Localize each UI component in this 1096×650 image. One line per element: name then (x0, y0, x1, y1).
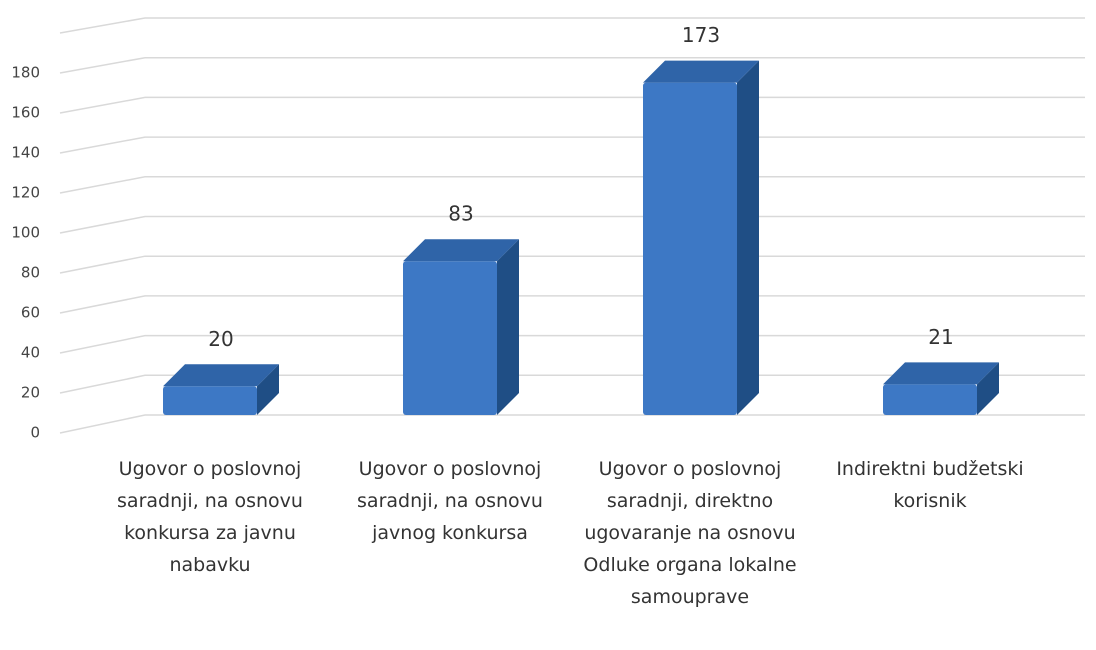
value-label: 20 (208, 327, 233, 351)
bar-top (643, 60, 759, 83)
bar-top (163, 364, 279, 387)
bar-front (883, 384, 977, 415)
y-tick-label: 40 (21, 344, 40, 362)
grid-line (59, 17, 1085, 34)
grid-line (59, 295, 1085, 314)
bar-front (163, 386, 257, 415)
bar (403, 239, 519, 415)
grid-line (59, 215, 1085, 234)
x-tick-label: Ugovor o poslovnoj saradnji, na osnovu j… (357, 458, 543, 544)
bar-side (257, 364, 279, 415)
y-tick-label: 20 (21, 384, 40, 402)
y-tick-label: 180 (11, 64, 40, 82)
y-tick-label: 100 (11, 224, 40, 242)
bar-top (883, 362, 999, 385)
bar-front (643, 82, 737, 415)
value-label: 21 (928, 325, 953, 349)
grid-line (59, 96, 1085, 114)
bar (163, 364, 279, 415)
y-tick-label: 80 (21, 264, 40, 282)
bar-side (497, 239, 519, 415)
value-label: 173 (682, 23, 720, 47)
grid-line (59, 136, 1085, 154)
grid-line (59, 56, 1085, 74)
y-tick-label: 60 (21, 304, 40, 322)
grid-line (59, 176, 1085, 194)
y-tick-label: 0 (30, 424, 40, 442)
grid-line (59, 374, 1085, 394)
grid-line (59, 334, 1085, 354)
bar (883, 362, 999, 415)
x-tick-label: Ugovor o poslovnoj saradnji, direktno ug… (583, 458, 797, 608)
bar-top (403, 239, 519, 262)
y-tick-label: 160 (11, 104, 40, 122)
y-tick-label: 140 (11, 144, 40, 162)
bar-side (737, 60, 759, 415)
grid-line (59, 255, 1085, 274)
x-tick-label: Indirektni budžetski korisnik (836, 458, 1024, 512)
bar-front (403, 261, 497, 415)
x-tick-label: Ugovor o poslovnoj saradnji, na osnovu k… (117, 458, 303, 576)
grid-line (59, 414, 1085, 434)
value-label: 83 (448, 202, 473, 226)
bar-side (977, 362, 999, 415)
bar (643, 60, 759, 415)
y-tick-label: 120 (11, 184, 40, 202)
